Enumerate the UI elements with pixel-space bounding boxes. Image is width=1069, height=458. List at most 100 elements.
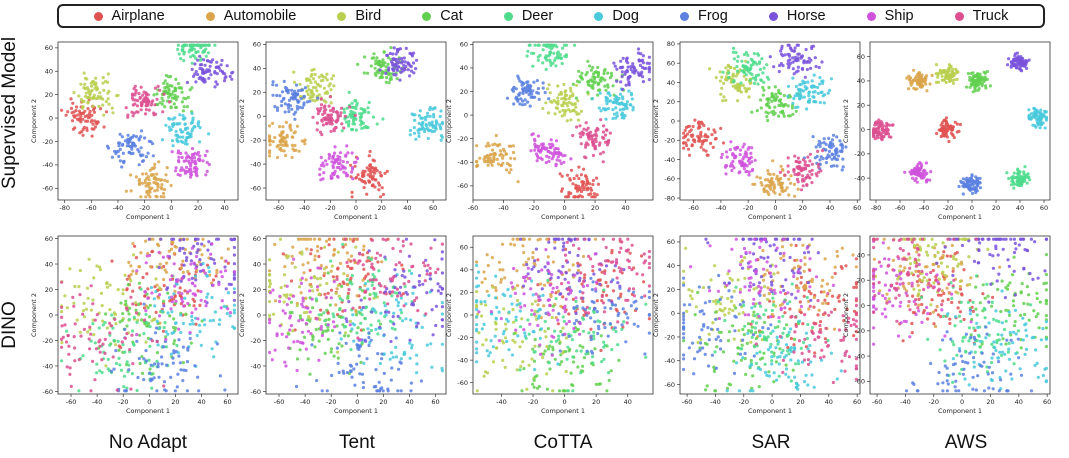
scatter-point-airplane [705, 135, 709, 139]
scatter-point-cat [762, 88, 766, 92]
scatter-point-airplane [367, 154, 371, 158]
scatter-point-frog [287, 98, 292, 102]
scatter-point-horse [408, 74, 412, 78]
scatter-point-airplane [110, 259, 114, 263]
scatter-point-frog [273, 105, 277, 109]
scatter-point-automobile [268, 135, 272, 139]
scatter-point-cat [326, 328, 330, 332]
scatter-point-dog [426, 136, 430, 141]
scatter-point-frog [341, 369, 345, 373]
legend-marker [768, 11, 778, 21]
scatter-point-bird [720, 75, 724, 79]
scatter-point-horse [434, 304, 438, 308]
scatter-point-frog [835, 158, 840, 162]
scatter-point-horse [215, 82, 219, 86]
scatter-point-dog [373, 309, 377, 313]
scatter-point-truck [135, 110, 139, 114]
scatter-point-deer [1011, 176, 1015, 180]
scatter-point-horse [1007, 57, 1011, 61]
scatter-point-cat [580, 77, 585, 81]
scatter-point-deer [526, 49, 530, 53]
scatter-point-deer [739, 81, 743, 85]
scatter-point-automobile [281, 125, 285, 129]
scatter-point-dog [166, 332, 170, 336]
scatter-point-ship [547, 159, 551, 163]
scatter-point-bird [293, 265, 297, 269]
scatter-point-horse [183, 251, 187, 255]
scatter-point-automobile [144, 239, 148, 243]
y-axis-label: Component 2 [445, 99, 453, 143]
x-tick-label: -20 [943, 204, 954, 212]
scatter-point-dog [422, 129, 427, 134]
scatter-point-horse [196, 237, 200, 241]
scatter-point-truck [72, 335, 76, 339]
scatter-point-bird [330, 264, 334, 268]
scatter-point-automobile [329, 269, 333, 273]
scatter-point-bird [332, 84, 336, 88]
scatter-point-cat [788, 95, 793, 99]
scatter-point-frog [419, 379, 423, 383]
scatter-point-airplane [687, 153, 692, 157]
scatter-point-horse [196, 58, 200, 62]
scatter-point-cat [168, 74, 173, 79]
scatter-point-bird [322, 267, 326, 271]
scatter-point-cat [978, 77, 982, 82]
scatter-point-automobile [150, 166, 154, 170]
scatter-point-deer [351, 122, 355, 126]
scatter-point-bird [948, 64, 953, 68]
scatter-point-cat [166, 291, 170, 295]
scatter-point-deer [377, 269, 381, 273]
scatter-point-frog [280, 90, 285, 94]
scatter-point-cat [759, 106, 763, 110]
scatter-point-dog [350, 327, 354, 331]
scatter-point-airplane [356, 173, 360, 177]
scatter-point-dog [412, 131, 417, 135]
y-tick-label: 0 [257, 311, 261, 319]
scatter-point-horse [1019, 68, 1023, 72]
scatter-point-deer [130, 329, 135, 333]
scatter-point-airplane [361, 174, 365, 178]
scatter-point-dog [618, 92, 623, 96]
scatter-point-dog [394, 355, 399, 359]
scatter-point-bird [101, 81, 105, 85]
scatter-point-bird [734, 74, 738, 78]
scatter-point-bird [79, 82, 83, 86]
scatter-point-horse [640, 58, 645, 62]
scatter-point-horse [425, 269, 429, 273]
scatter-point-ship [176, 149, 181, 153]
scatter-point-cat [164, 335, 168, 339]
scatter-point-truck [815, 174, 819, 178]
scatter-point-airplane [75, 105, 79, 109]
scatter-point-airplane [719, 126, 723, 130]
scatter-point-ship [533, 139, 537, 143]
scatter-point-horse [802, 61, 806, 65]
scatter-point-bird [576, 118, 581, 122]
scatter-point-dog [225, 311, 229, 316]
scatter-point-ship [911, 176, 915, 180]
scatter-point-frog [541, 81, 545, 85]
scatter-point-dog [418, 109, 422, 113]
scatter-point-airplane [711, 145, 715, 149]
scatter-point-bird [334, 291, 338, 295]
scatter-point-bird [111, 111, 115, 115]
y-tick-label: -60 [42, 185, 53, 193]
scatter-point-dog [206, 292, 210, 296]
scatter-point-dog [792, 96, 796, 101]
scatter-point-cat [610, 74, 614, 78]
scatter-point-cat [167, 95, 171, 99]
scatter-point-bird [72, 301, 76, 305]
scatter-point-bird [85, 286, 90, 290]
scatter-point-horse [215, 237, 219, 241]
scatter-point-dog [438, 125, 442, 129]
scatter-point-truck [579, 142, 583, 146]
scatter-point-automobile [779, 164, 783, 168]
scatter-point-airplane [944, 120, 948, 124]
scatter-point-truck [129, 387, 133, 391]
legend-item-ship: Ship [866, 8, 914, 24]
scatter-point-horse [398, 47, 402, 51]
scatter-point-ship [543, 147, 548, 151]
scatter-point-airplane [83, 109, 87, 113]
scatter-point-truck [115, 388, 119, 392]
scatter-point-cat [574, 96, 579, 100]
scatter-point-truck [60, 345, 64, 349]
